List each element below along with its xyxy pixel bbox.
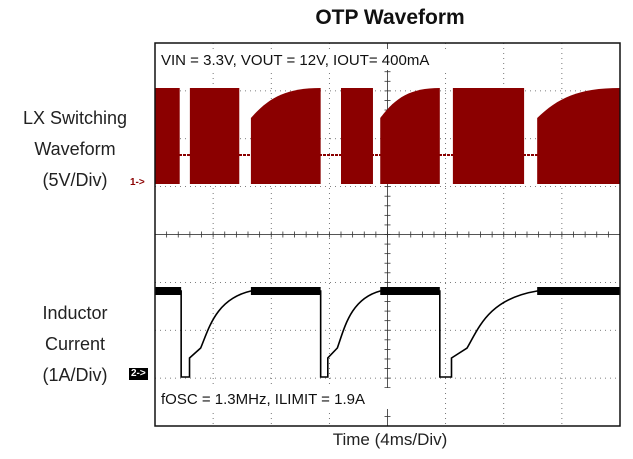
lx-switching-burst bbox=[452, 88, 525, 184]
inductor-current-plateau bbox=[380, 287, 440, 295]
annotation-top-background bbox=[157, 49, 495, 70]
lx-switching-burst bbox=[189, 88, 240, 184]
inductor-current-plateau bbox=[250, 287, 321, 295]
trace1-label-line3: (5V/Div) bbox=[42, 170, 108, 190]
lx-switching-burst bbox=[341, 88, 373, 184]
inductor-current-plateau bbox=[155, 287, 182, 295]
trace2-label-line1: Inductor bbox=[42, 303, 108, 323]
plot-frame bbox=[154, 42, 621, 427]
annotation-bottom: fOSC = 1.3MHz, ILIMIT = 1.9A bbox=[161, 391, 365, 408]
trace1-label-line1: LX Switching bbox=[22, 108, 128, 128]
channel1-marker: 1-> bbox=[130, 177, 145, 188]
lx-switching-burst bbox=[155, 88, 180, 184]
plot-traces bbox=[155, 88, 620, 378]
chart-title: OTP Waveform bbox=[315, 6, 465, 29]
trace1-label: LX Switching Waveform (5V/Div) bbox=[0, 103, 150, 196]
lx-switching-burst bbox=[250, 88, 321, 184]
trace2-label-line2: Current bbox=[44, 334, 106, 354]
trace1-label-line2: Waveform bbox=[34, 139, 116, 159]
trace2-label-line3: (1A/Div) bbox=[42, 365, 108, 385]
annotation-bottom-background bbox=[157, 388, 419, 409]
lx-switching-burst bbox=[380, 88, 440, 184]
inductor-current-trace bbox=[155, 290, 620, 378]
lx-switching-burst bbox=[537, 88, 620, 184]
channel2-marker: 2-> bbox=[129, 368, 148, 380]
x-axis-label: Time (4ms/Div) bbox=[332, 430, 448, 449]
inductor-current-plateau bbox=[537, 287, 620, 295]
annotation-top: VIN = 3.3V, VOUT = 12V, IOUT= 400mA bbox=[161, 52, 429, 69]
trace2-label: Inductor Current (1A/Div) bbox=[0, 298, 150, 391]
